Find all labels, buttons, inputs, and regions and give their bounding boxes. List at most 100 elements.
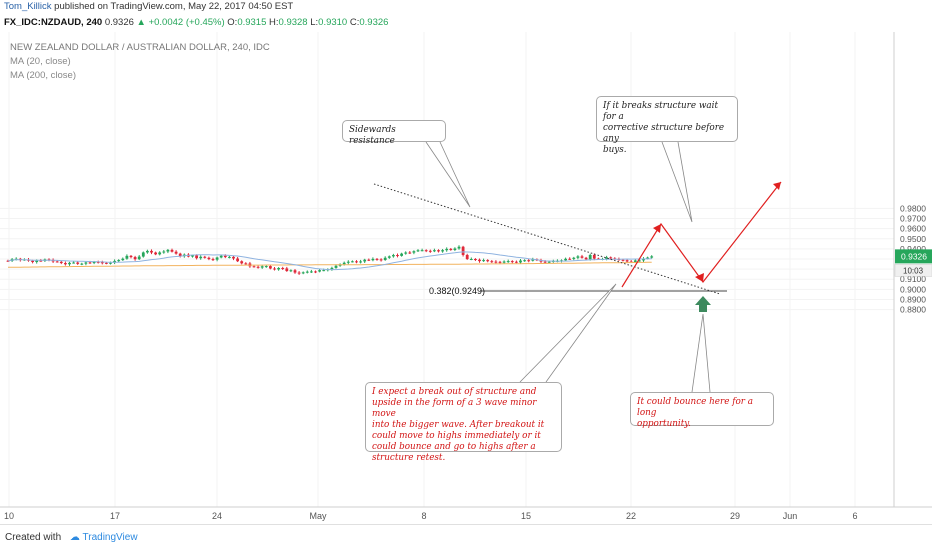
symbol-name[interactable]: FX_IDC:NZDAUD, 240 — [4, 17, 103, 28]
candle-body — [494, 261, 498, 263]
candle — [174, 250, 178, 255]
candle-body — [117, 260, 121, 262]
candle-body — [125, 255, 129, 259]
candle-body — [506, 261, 510, 263]
price-tick-label: 0.9500 — [900, 234, 926, 244]
tradingview-logo-icon[interactable]: ☁ TradingView — [69, 532, 138, 543]
candle-body — [293, 270, 297, 273]
candle-body — [31, 260, 34, 263]
candle-body — [519, 260, 522, 263]
candle-body — [531, 259, 535, 261]
candle-body — [367, 259, 371, 261]
candle-body — [457, 246, 461, 249]
callout-line: If it breaks structure wait for a — [603, 101, 718, 122]
candle-body — [228, 256, 231, 258]
candle — [121, 257, 125, 261]
candle — [506, 259, 510, 263]
candle — [80, 262, 84, 266]
candle-body — [105, 262, 108, 264]
candle — [355, 260, 358, 264]
candle-body — [273, 268, 276, 270]
breakout-expectation-callout[interactable]: I expect a break out of structure and up… — [365, 382, 562, 463]
time-tick-label: 24 — [212, 511, 222, 521]
candle — [129, 254, 133, 259]
ma20-legend[interactable]: MA (20, close) — [10, 56, 71, 67]
candle-body — [449, 248, 453, 250]
candle — [523, 259, 526, 262]
candle — [137, 255, 141, 261]
candle-body — [244, 263, 248, 265]
candle — [170, 248, 174, 253]
price-badges: 0.9326 10:03 — [894, 249, 932, 277]
candle — [215, 256, 219, 262]
chart-legend-title: NEW ZEALAND DOLLAR / AUSTRALIAN DOLLAR, … — [10, 42, 270, 53]
candle — [346, 260, 350, 265]
candle-body — [437, 250, 440, 252]
candle-body — [199, 256, 203, 259]
candle-body — [633, 260, 637, 262]
candle — [396, 253, 399, 258]
bounce-callout[interactable]: It could bounce here for a long opportun… — [630, 392, 774, 429]
last-price-badge — [895, 249, 932, 264]
candle-body — [420, 250, 424, 252]
candle-body — [80, 263, 84, 265]
last-price: 0.9326 — [104, 17, 134, 28]
candle-body — [330, 267, 334, 270]
candle-body — [146, 250, 149, 253]
ma200-legend[interactable]: MA (200, close) — [10, 70, 76, 81]
candle — [400, 252, 403, 257]
candle-body — [584, 257, 588, 260]
candle — [305, 270, 309, 274]
candle-body — [638, 260, 641, 262]
candle-body — [310, 271, 313, 273]
callout-line: into the bigger wave. After breakout it — [372, 420, 545, 430]
arrowhead-icon — [695, 273, 704, 282]
candle-body — [166, 249, 170, 252]
candle-body — [625, 260, 629, 262]
time-tick-label: 29 — [730, 511, 740, 521]
candle-body — [322, 270, 326, 272]
candle-body — [461, 246, 465, 255]
candle-body — [416, 250, 420, 252]
candle — [166, 248, 170, 254]
candle-body — [281, 268, 285, 270]
time-tick-label: 6 — [852, 511, 857, 521]
breaks-structure-callout[interactable]: If it breaks structure wait for a correc… — [596, 96, 738, 155]
candle — [379, 258, 383, 262]
sideways-resistance-callout[interactable]: Sidewards resistance — [342, 120, 446, 146]
candle-body — [334, 265, 338, 268]
candle-body — [100, 262, 104, 264]
author-link[interactable]: Tom_Killick — [4, 1, 52, 12]
candle-body — [154, 252, 157, 255]
candle-body — [510, 261, 514, 263]
callout-line: It could bounce here for a long — [637, 397, 754, 418]
candle — [482, 258, 485, 262]
candles — [6, 245, 654, 275]
candle — [478, 258, 481, 263]
callout-line: corrective structure before any — [603, 123, 725, 144]
time-axis: 10 17 24 May 8 15 22 29 Jun 6 — [4, 511, 858, 521]
last-price-badge-text: 0.9326 — [901, 251, 927, 261]
symbol-info-row: FX_IDC:NZDAUD, 240 0.9326 ▲ +0.0042 (+0.… — [0, 14, 932, 32]
callout-line: buys. — [603, 145, 627, 155]
candle-body — [178, 253, 182, 257]
arrowhead-icon — [653, 224, 661, 233]
candle — [519, 259, 522, 264]
close-label: C: — [349, 17, 360, 28]
price-tick-label: 0.9800 — [900, 203, 926, 213]
candle — [498, 260, 502, 264]
time-tick-label: 17 — [110, 511, 120, 521]
candle-body — [252, 266, 256, 268]
candle — [572, 256, 576, 261]
candle — [642, 257, 645, 262]
candle — [433, 248, 436, 253]
candle-body — [387, 256, 391, 258]
price-tick-label: 0.8900 — [900, 294, 926, 304]
candle — [441, 248, 444, 253]
candle — [162, 249, 166, 254]
candle-body — [72, 262, 75, 264]
candle — [404, 251, 408, 255]
candle — [420, 248, 424, 252]
candle — [367, 258, 371, 262]
created-with-label: Created with — [5, 532, 62, 543]
